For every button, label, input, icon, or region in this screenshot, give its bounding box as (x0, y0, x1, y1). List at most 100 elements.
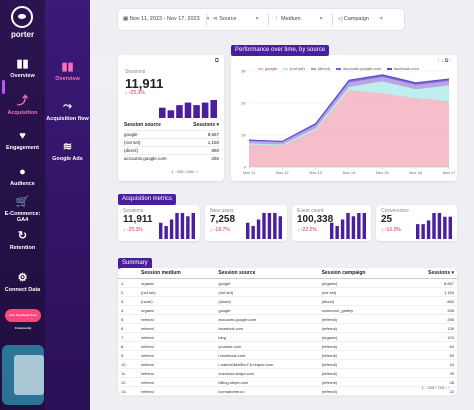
legend-item[interactable]: google (258, 66, 277, 71)
legend-item[interactable]: facebook.com (386, 66, 419, 71)
subnav-item-overview[interactable]: ▮▮ Overview (45, 60, 90, 82)
gear-icon: ⚙ (17, 272, 28, 284)
legend-item[interactable]: accounts.google.com (336, 66, 381, 71)
source-cell: youtube.com (215, 341, 319, 351)
spark-bar (164, 226, 168, 239)
more-icon[interactable]: ⋮ (449, 58, 451, 64)
source-cell: (direct) (124, 146, 200, 155)
sort-icon[interactable]: ↑ (436, 58, 440, 64)
col-sessions[interactable]: Sessions ▾ (403, 268, 457, 279)
sessions-cell: 126 (403, 323, 457, 333)
chevron-right-icon[interactable]: › (447, 385, 449, 390)
sessions-cell: 103 (403, 332, 457, 342)
secondary-sidebar: ▮▮ Overview ⤳ Acquisition flow ≋ Google Ads (45, 0, 135, 410)
nav-item-audience[interactable]: ● Audience (0, 166, 45, 187)
medium-cell: referral (138, 323, 216, 333)
spark-bar (340, 219, 345, 239)
source-cell: (not set) (124, 138, 200, 147)
legend-item[interactable]: (direct) (310, 66, 330, 71)
chevron-left-icon[interactable]: ‹ (194, 169, 196, 174)
table-row[interactable]: google 8,667 (124, 130, 219, 139)
medium-cell: referral (138, 314, 216, 324)
source-cell: (not set) (215, 287, 319, 297)
subnav-item-acquisition-flow[interactable]: ⤳ Acquisition flow (45, 100, 90, 122)
medium-cell: referral (138, 359, 216, 369)
spark-bar (193, 105, 200, 118)
medium-cell: referral (138, 341, 216, 351)
spark-bar (346, 213, 350, 239)
campaign-filter[interactable]: ◁ Campaign ▼ (338, 9, 384, 30)
table-row[interactable]: 5. referral accounts.google.com (referral) 2… (118, 314, 457, 324)
table-row[interactable]: 1. organic google (organic) 8,657 (118, 278, 457, 288)
subnav-label: Google Ads (52, 156, 83, 162)
divider (268, 13, 269, 26)
metric-sparkline (159, 213, 195, 239)
table-row[interactable]: (direct) 860 (124, 146, 219, 155)
table-row[interactable]: 4. organic google connector_gallery 256 (118, 305, 457, 315)
medium-cell: (not set) (138, 287, 216, 297)
sessions-sparkline (159, 100, 217, 118)
medium-filter[interactable]: ⋮ Medium ▼ (274, 9, 324, 30)
expand-icon[interactable]: ⧉ (444, 58, 449, 64)
row-index: 7. (118, 332, 138, 342)
expand-icon[interactable]: ⧉ (214, 58, 219, 64)
table-row[interactable]: 12. referral billing.stripe.com (referral) 2… (118, 377, 457, 387)
subnav-item-google-ads[interactable]: ≋ Google Ads (45, 140, 90, 162)
col-sessions[interactable]: Sessions ▾ (193, 122, 219, 128)
table-row[interactable]: 9. referral l.facebook.com (referral) 53 (118, 350, 457, 360)
row-index: 13. (118, 386, 138, 396)
chevron-left-icon[interactable]: ‹ (445, 385, 447, 390)
table-row[interactable]: (not set) 1,150 (124, 138, 219, 147)
medium-cell: (none) (138, 296, 216, 306)
nav-item-ecommerce[interactable]: 🛒 E-Commerce: GA4 (0, 196, 45, 223)
table-row[interactable]: 3. (none) (direct) (direct) 860 (118, 296, 457, 306)
nav-item-engagement[interactable]: ♥ Engagement (0, 130, 45, 151)
line-series-4 (248, 74, 450, 142)
acquisition-title: Acquisition metrics (118, 194, 177, 205)
table-row[interactable]: 8. referral youtube.com (referral) 64 (118, 341, 457, 351)
metric-card-sessions: Sessions 11,911 ↓ -25.3% (118, 205, 200, 241)
nav-item-overview[interactable]: ▮▮ Overview (0, 58, 45, 79)
col-session-source[interactable]: Session source (215, 268, 319, 279)
table-row[interactable]: 2. (not set) (not set) (not set) 1,150 (118, 287, 457, 297)
chevron-right-icon[interactable]: › (197, 169, 199, 174)
table-row[interactable]: 11. referral checkout.stripe.com (referral)… (118, 368, 457, 378)
sessions-cell: 256 (199, 154, 219, 162)
col-session-medium[interactable]: Session medium (138, 268, 216, 279)
row-index: 1. (118, 278, 138, 288)
date-range-picker[interactable]: ▦ Nov 11, 2023 - Nov 17, 2023 ▼ (123, 9, 211, 30)
pager-label: 1 - 100 / 105 (171, 169, 194, 174)
download-icon[interactable]: ↓ (440, 58, 444, 64)
table-row[interactable]: 7. referral bing (organic) 103 (118, 332, 457, 342)
nav-item-connect-data[interactable]: ⚙ Connect Data (0, 272, 45, 293)
campaign-cell: (referral) (318, 359, 404, 369)
spark-bar (273, 213, 277, 239)
col-session-source[interactable]: Session source (124, 122, 161, 128)
metric-value: 25 (381, 214, 393, 225)
nav-item-retention[interactable]: ↻ Retention (0, 230, 45, 251)
table-row[interactable]: 6. referral facebook.com (referral) 126 (118, 323, 457, 333)
spark-bar (191, 213, 195, 239)
subnav-label: Acquisition flow (46, 116, 89, 122)
spark-bar (184, 102, 192, 118)
source-filter[interactable]: ⋖ Source ▼ (213, 9, 260, 30)
chevron-down-icon: ▼ (205, 16, 211, 22)
source-cell: (direct) (215, 296, 319, 306)
legend-item[interactable]: (not set) (283, 66, 305, 71)
y-tick-label: 3K (241, 69, 246, 74)
sessions-cell: 860 (403, 296, 457, 306)
spark-bar (251, 226, 255, 239)
porter-logo-icon[interactable] (11, 6, 33, 28)
performance-chart: 0 1K 2K 3K Nov 11 Nov 12 Nov 13 Nov 14 Nov 15 Nov… (241, 69, 456, 176)
col-session-campaign[interactable]: Session campaign (318, 268, 404, 279)
calendar-icon: ▦ (123, 16, 130, 22)
table-row[interactable]: 13. referral lovmarketer.co (referral) 22 (118, 386, 457, 396)
spark-bar (167, 110, 175, 118)
nav-item-acquisition[interactable]: ⤴ Acquisition (0, 95, 45, 116)
table-row[interactable]: accounts.google.com 256 (124, 154, 219, 162)
megaphone-icon: ◁ (338, 16, 344, 22)
community-promo-button[interactable]: Join Facebook Free Community (5, 309, 41, 330)
campaign-cell: (referral) (318, 350, 404, 360)
spark-bar (176, 105, 183, 118)
table-row[interactable]: 10. referral r-sabcx0kek5hn7.b.reaper.com(… (118, 359, 457, 369)
